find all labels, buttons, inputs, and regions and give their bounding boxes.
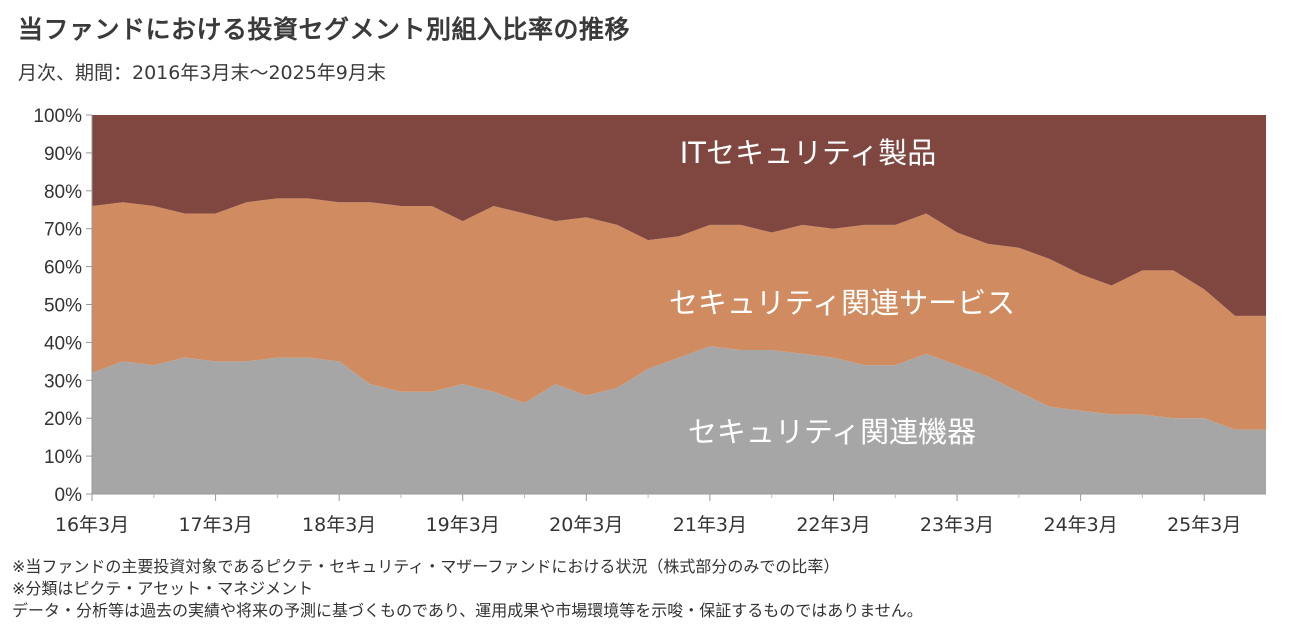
y-tick-label: 70% xyxy=(44,220,82,241)
footnotes: ※当ファンドの主要投資対象であるピクテ・セキュリティ・マザーファンドにおける状況… xyxy=(12,556,923,622)
y-tick-label: 50% xyxy=(44,296,82,317)
chart-axes: 0% 10% 20% 30% 40% 50% 60% 70% 80% 90% 100% 16年3月 17… xyxy=(33,106,1266,536)
footnote-1: ※当ファンドの主要投資対象であるピクテ・セキュリティ・マザーファンドにおける状況… xyxy=(12,557,840,576)
y-tick-label: 100% xyxy=(33,106,82,127)
x-tick-label: 22年3月 xyxy=(796,514,870,536)
y-tick-label: 20% xyxy=(44,409,82,430)
x-tick-label: 17年3月 xyxy=(178,514,252,536)
area-series-1 xyxy=(92,346,1266,494)
series-labels: セキュリティ関連機器 セキュリティ関連サービス ITセキュリティ製品 xyxy=(669,136,1015,449)
x-tick-label: 25年3月 xyxy=(1167,514,1241,536)
x-tick-label: 23年3月 xyxy=(920,514,994,536)
x-tick-label: 21年3月 xyxy=(673,514,747,536)
footnote-2: ※分類はピクテ・アセット・マネジメント xyxy=(12,579,314,598)
y-tick-label: 60% xyxy=(44,258,82,279)
series-label-3: ITセキュリティ製品 xyxy=(680,136,937,170)
y-tick-label: 40% xyxy=(44,333,82,354)
y-tick-label: 30% xyxy=(44,371,82,392)
stacked-area-chart: 0% 10% 20% 30% 40% 50% 60% 70% 80% 90% 100% 16年3月 17… xyxy=(33,106,1266,536)
chart-areas xyxy=(92,115,1266,494)
y-tick-label: 0% xyxy=(55,485,83,506)
x-tick-label: 18年3月 xyxy=(302,514,376,536)
y-tick-label: 80% xyxy=(44,182,82,203)
series-label-1: セキュリティ関連機器 xyxy=(688,415,976,449)
footnote-3: データ・分析等は過去の実績や将来の予測に基づくものであり、運用成果や市場環境等を… xyxy=(12,601,923,620)
x-tick-label: 19年3月 xyxy=(426,514,500,536)
y-tick-label: 10% xyxy=(44,447,82,468)
x-tick-label: 20年3月 xyxy=(549,514,623,536)
area-series-3 xyxy=(92,115,1266,316)
series-label-2: セキュリティ関連サービス xyxy=(669,286,1015,320)
y-tick-label: 90% xyxy=(44,144,82,165)
area-series-2 xyxy=(92,198,1266,430)
x-tick-label: 24年3月 xyxy=(1043,514,1117,536)
x-tick-label: 16年3月 xyxy=(55,514,129,536)
page-title: 当ファンドにおける投資セグメント別組入比率の推移 xyxy=(18,15,631,44)
page-subtitle: 月次、期間：2016年3月末～2025年9月末 xyxy=(18,62,386,84)
